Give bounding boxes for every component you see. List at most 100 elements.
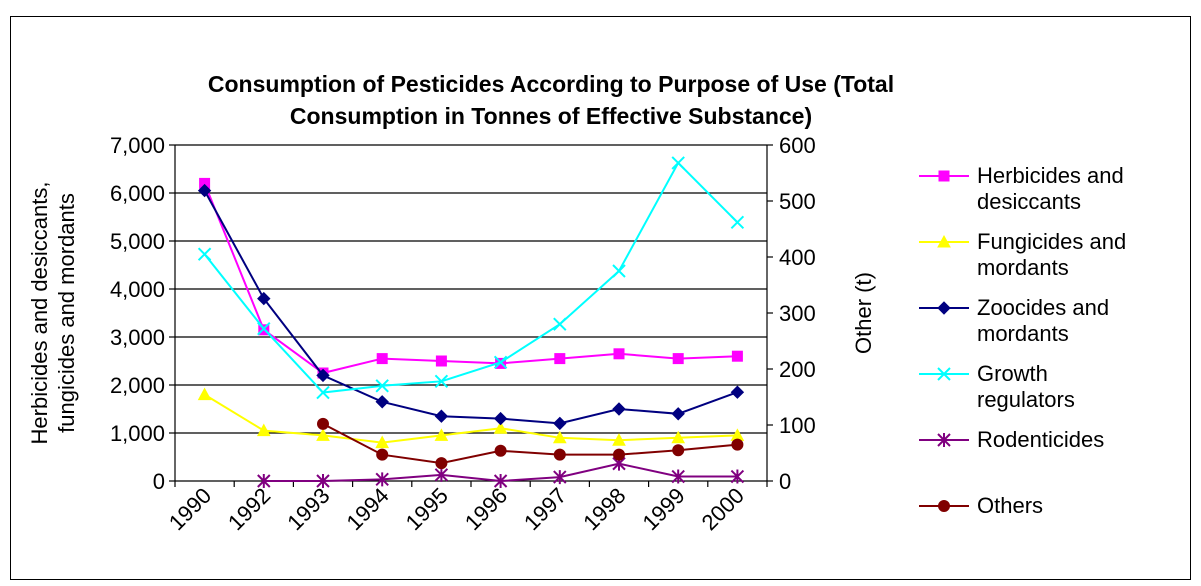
data-point xyxy=(434,428,449,441)
y-tick-label: 2,000 xyxy=(110,373,165,398)
chart-title: Consumption of Pesticides According to P… xyxy=(208,71,894,129)
x-tick-label: 1996 xyxy=(460,483,512,535)
legend-label: Growth xyxy=(977,361,1048,386)
y-tick-label: 1,000 xyxy=(110,421,165,446)
y2-tick-label: 100 xyxy=(779,413,816,438)
data-point xyxy=(671,407,685,421)
x-tick-label: 1994 xyxy=(341,483,393,535)
x-tick-label: 1999 xyxy=(637,483,689,535)
chart-title-line-2: Consumption in Tonnes of Effective Subst… xyxy=(290,103,812,129)
series-line xyxy=(204,393,738,444)
data-point xyxy=(731,438,744,451)
legend-label: Fungicides and xyxy=(977,229,1126,254)
data-point xyxy=(672,444,685,457)
x-tick-label: 1997 xyxy=(519,483,571,535)
legend-label: regulators xyxy=(977,387,1075,412)
data-point xyxy=(613,348,625,360)
series-others xyxy=(317,417,744,470)
data-point xyxy=(493,355,508,369)
y2-tick-label: 400 xyxy=(779,245,816,270)
chart-title-line-1: Consumption of Pesticides According to P… xyxy=(208,71,894,97)
data-point xyxy=(553,416,567,431)
line-chart: Consumption of Pesticides According to P… xyxy=(27,71,1126,535)
x-tick-label: 1995 xyxy=(401,483,453,535)
data-point xyxy=(671,469,685,484)
legend-marker xyxy=(937,301,951,315)
data-point xyxy=(612,264,626,278)
series-zoocides-and-mordants xyxy=(197,183,745,431)
y-tick-label: 0 xyxy=(153,469,165,494)
data-point xyxy=(434,374,449,389)
data-point xyxy=(672,353,684,365)
x-tick-label: 1993 xyxy=(282,483,334,535)
legend-label: desiccants xyxy=(977,189,1081,214)
y2-tick-label: 0 xyxy=(779,469,791,494)
y2-axis-title: Other (t) xyxy=(851,272,876,354)
y-tick-label: 6,000 xyxy=(110,181,165,206)
data-point xyxy=(257,291,271,306)
legend-item: Others xyxy=(919,493,1043,518)
data-point xyxy=(434,467,449,482)
x-tick-label: 1992 xyxy=(223,483,275,535)
legend-marker xyxy=(938,500,950,512)
data-point xyxy=(553,448,566,461)
legend-label: Rodenticides xyxy=(977,427,1104,452)
legend-label: Herbicides and xyxy=(977,163,1124,188)
data-point xyxy=(730,385,745,399)
y-tick-label: 4,000 xyxy=(110,277,165,302)
y-tick-label: 5,000 xyxy=(110,229,165,254)
legend-label: Zoocides and xyxy=(977,295,1109,320)
data-point xyxy=(376,353,388,365)
series-fungicides-and-mordants xyxy=(197,387,745,449)
data-point xyxy=(671,156,685,170)
legend-item: Rodenticides xyxy=(919,427,1104,452)
data-point xyxy=(257,321,271,336)
legend-label: mordants xyxy=(977,321,1069,346)
y2-tick-label: 300 xyxy=(779,301,816,326)
series-growth-regulators xyxy=(197,156,745,400)
data-point xyxy=(731,350,743,362)
series-line xyxy=(203,183,738,375)
data-point xyxy=(376,448,389,461)
legend-marker xyxy=(938,170,950,182)
data-point xyxy=(375,435,390,449)
data-point xyxy=(494,444,507,457)
y2-axis-title-text: Other (t) xyxy=(851,272,876,354)
y-axis-title-line-2: fungicides and mordants xyxy=(54,193,79,433)
legend-marker xyxy=(937,234,951,248)
data-point xyxy=(197,247,212,261)
data-point xyxy=(256,423,271,437)
series-line xyxy=(203,161,739,394)
data-point xyxy=(434,409,449,423)
legend-label: mordants xyxy=(977,255,1069,280)
data-point xyxy=(553,470,567,485)
series-group xyxy=(197,156,745,488)
y2-tick-label: 600 xyxy=(779,133,816,158)
data-point xyxy=(316,474,330,488)
data-point xyxy=(493,474,508,488)
data-point xyxy=(493,411,508,426)
y-axis-title-line-1: Herbicides and desiccants, xyxy=(27,182,52,445)
x-tick-label: 2000 xyxy=(697,483,749,535)
x-tick-label: 1990 xyxy=(164,483,216,535)
data-point xyxy=(197,387,212,401)
data-point xyxy=(435,355,447,367)
data-point xyxy=(316,428,330,441)
data-point xyxy=(257,474,271,488)
data-point xyxy=(730,469,745,484)
gridlines xyxy=(175,144,767,434)
data-point xyxy=(493,421,508,434)
data-point xyxy=(553,317,567,331)
y2-tick-label: 500 xyxy=(779,189,816,214)
series-line xyxy=(322,422,738,465)
data-point xyxy=(554,353,566,365)
data-point xyxy=(612,433,626,446)
y-tick-label: 7,000 xyxy=(110,133,165,158)
data-point xyxy=(375,379,389,393)
data-point xyxy=(613,448,625,461)
series-rodenticides xyxy=(257,456,745,488)
